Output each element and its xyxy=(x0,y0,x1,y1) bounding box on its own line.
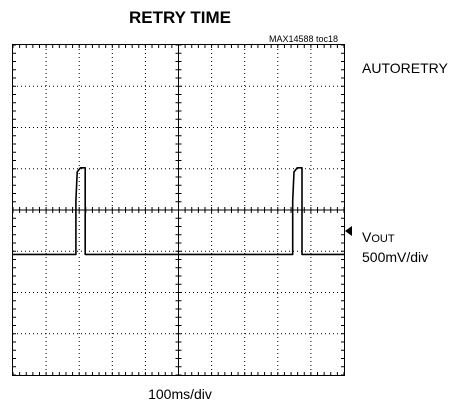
channel-name-main: V xyxy=(362,229,372,245)
trace-layer xyxy=(13,167,344,256)
channel-ground-marker-icon xyxy=(345,226,352,236)
vout-trace xyxy=(13,167,344,256)
figure-id: MAX14588 toc18 xyxy=(268,34,338,44)
channel-name-sub: OUT xyxy=(371,233,395,245)
channel-scale: 500mV/div xyxy=(362,249,429,265)
scope-plot xyxy=(13,45,344,375)
channel-label: VOUT 500mV/div xyxy=(362,228,428,266)
grid xyxy=(13,45,344,375)
chart-title: RETRY TIME xyxy=(128,8,231,27)
channel-name: VOUT xyxy=(362,229,395,245)
mode-label: AUTORETRY xyxy=(362,60,448,76)
time-scale: 100ms/div xyxy=(148,386,212,402)
scope-screen xyxy=(12,44,345,376)
